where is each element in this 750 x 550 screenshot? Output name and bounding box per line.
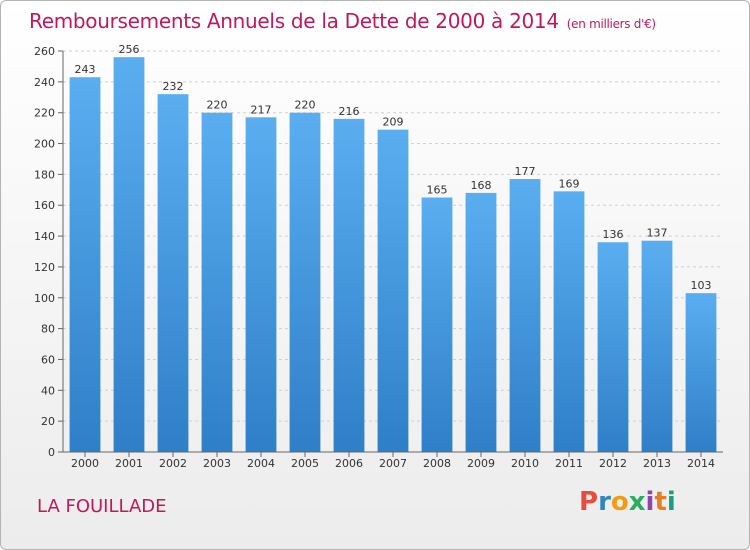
data-label-2005: 220: [295, 99, 316, 112]
data-label-2009: 168: [471, 179, 492, 192]
bar-2005: [289, 112, 321, 452]
y-tick-label: 80: [41, 323, 55, 336]
bar-2009: [465, 192, 497, 452]
x-tick-label-2010: 2010: [511, 457, 539, 470]
y-tick-label: 200: [34, 138, 55, 151]
bar-2007: [377, 129, 409, 452]
bar-2012: [597, 242, 629, 452]
y-tick-label: 60: [41, 353, 55, 366]
bar-2013: [641, 240, 673, 452]
logo-letter: i: [645, 487, 655, 517]
y-tick-label: 240: [34, 76, 55, 89]
bar-2006: [333, 118, 365, 452]
data-labels: 243 256 232 220 217 220 216 209 165 168 177 169 136 1…: [75, 43, 712, 292]
bar-2004: [245, 117, 277, 453]
data-label-2008: 165: [427, 184, 448, 197]
x-tick-label-2012: 2012: [599, 457, 627, 470]
logo-letter: t: [654, 487, 667, 517]
y-tick-label: 180: [34, 168, 55, 181]
bar-2010: [509, 179, 541, 452]
bar-2002: [157, 94, 189, 452]
bar-2011: [553, 191, 585, 452]
chart-unit: (en milliers d'€): [566, 17, 656, 31]
data-label-2001: 256: [119, 43, 140, 56]
logo-letter: P: [579, 487, 599, 517]
proxiti-logo: Proxiti: [579, 487, 676, 517]
logo-letter: o: [610, 487, 629, 517]
y-tick-label: 160: [34, 199, 55, 212]
bar-2000: [69, 77, 101, 452]
x-tick-label-2000: 2000: [71, 457, 99, 470]
data-label-2010: 177: [515, 165, 536, 178]
data-label-2006: 216: [339, 105, 360, 118]
bar-2003: [201, 112, 233, 452]
x-tick-label-2009: 2009: [467, 457, 495, 470]
y-tick-label: 220: [34, 107, 55, 120]
data-label-2007: 209: [383, 116, 404, 129]
x-tick-label-2005: 2005: [291, 457, 319, 470]
data-label-2002: 232: [163, 80, 184, 93]
y-tick-label: 120: [34, 261, 55, 274]
data-label-2000: 243: [75, 63, 96, 76]
bars: [69, 57, 717, 453]
data-label-2004: 217: [251, 103, 272, 116]
y-tick-label: 40: [41, 384, 55, 397]
x-tick-label-2008: 2008: [423, 457, 451, 470]
data-label-2011: 169: [559, 177, 580, 190]
x-tick-label-2013: 2013: [643, 457, 671, 470]
data-label-2014: 103: [691, 279, 712, 292]
data-label-2003: 220: [207, 99, 228, 112]
chart-title-text: Remboursements Annuels de la Dette de 20…: [29, 9, 559, 33]
data-label-2013: 137: [647, 227, 668, 240]
x-tick-label-2002: 2002: [159, 457, 187, 470]
bar-2008: [421, 197, 453, 452]
x-tick-label-2003: 2003: [203, 457, 231, 470]
y-tick-label: 20: [41, 415, 55, 428]
x-tick-label-2006: 2006: [335, 457, 363, 470]
data-label-2012: 136: [603, 228, 624, 241]
y-tick-label: 140: [34, 230, 55, 243]
x-tick-label-2007: 2007: [379, 457, 407, 470]
logo-letter: i: [666, 487, 676, 517]
chart-title: Remboursements Annuels de la Dette de 20…: [29, 9, 656, 33]
x-tick-label-2001: 2001: [115, 457, 143, 470]
x-tick-label-2011: 2011: [555, 457, 583, 470]
bar-2014: [685, 293, 717, 452]
y-tick-label: 0: [48, 446, 55, 459]
x-tick-label-2004: 2004: [247, 457, 275, 470]
x-tick-label-2014: 2014: [687, 457, 715, 470]
logo-letter: x: [628, 487, 646, 517]
axes: 0 20 40 60 80 100 120 140 160 180 200 220 240 260 2000…: [34, 45, 723, 470]
logo-letter: r: [598, 487, 611, 517]
bar-2001: [113, 57, 145, 453]
y-tick-label: 100: [34, 292, 55, 305]
commune-name: LA FOUILLADE: [37, 496, 167, 517]
y-tick-label: 260: [34, 45, 55, 58]
